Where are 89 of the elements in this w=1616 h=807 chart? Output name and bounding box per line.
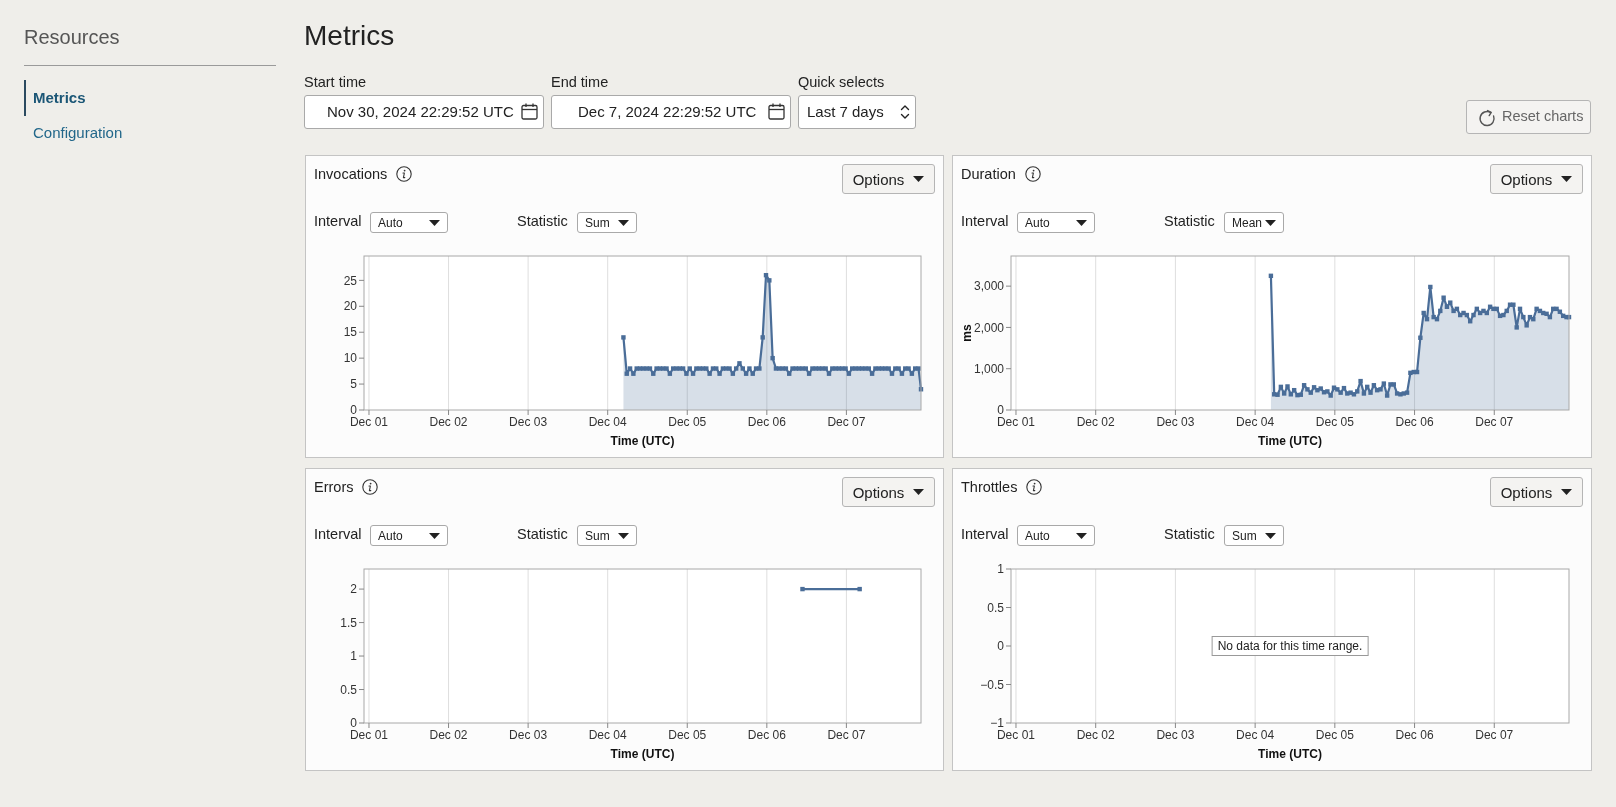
- text: End time: [551, 74, 609, 92]
- x-tick-label: Dec 02: [1076, 728, 1116, 742]
- y-tick-label: 1,000: [973, 361, 1005, 376]
- x-tick-label: Dec 01: [996, 728, 1036, 742]
- x-tick-label: Dec 07: [1475, 415, 1514, 429]
- start-time-field[interactable]: Nov 30, 2024 22:29:52 UTC: [304, 95, 544, 129]
- y-tick-label: 20: [343, 299, 358, 314]
- options-button[interactable]: Options: [842, 164, 935, 194]
- text: Interval: [961, 213, 1009, 231]
- x-tick-label: Dec 03: [1156, 728, 1195, 742]
- x-tick-label: Dec 06: [747, 415, 787, 429]
- y-tick-label: 1.5: [340, 615, 358, 630]
- y-tick-label: 0: [350, 716, 358, 731]
- x-tick-label: Dec 03: [509, 728, 548, 742]
- x-axis-title: Time (UTC): [610, 434, 675, 448]
- x-tick-label: Dec 05: [668, 728, 707, 742]
- interval-dropdown[interactable]: Auto: [370, 525, 448, 546]
- text: Interval: [961, 526, 1009, 544]
- y-tick-label: 3,000: [973, 279, 1005, 294]
- statistic-dropdown[interactable]: Sum: [1224, 525, 1284, 546]
- chart-title: Invocations: [314, 166, 388, 182]
- x-tick-label: Dec 07: [827, 415, 866, 429]
- y-tick-label: 5: [350, 377, 358, 392]
- x-tick-label: Dec 07: [827, 728, 866, 742]
- x-tick-label: Dec 06: [1395, 728, 1434, 742]
- x-axis-title: Time (UTC): [1258, 747, 1322, 761]
- text: Statistic: [517, 213, 568, 231]
- text: Quick selects: [798, 74, 885, 92]
- y-tick-label: −1: [990, 716, 1005, 731]
- y-tick-label: 0.5: [340, 682, 358, 697]
- annotation: No data for this time range.: [1211, 636, 1369, 656]
- x-tick-label: Dec 04: [1236, 415, 1275, 429]
- y-tick-label: 2,000: [973, 320, 1005, 335]
- text: Metrics: [33, 89, 86, 107]
- text: Interval: [314, 526, 362, 544]
- statistic-dropdown[interactable]: Sum: [577, 212, 637, 233]
- text: Metrics: [304, 19, 395, 53]
- y-tick-label: 15: [343, 325, 358, 340]
- y-tick-label: 2: [350, 582, 358, 597]
- x-tick-label: Dec 06: [1395, 415, 1434, 429]
- x-tick-label: Dec 01: [349, 728, 389, 742]
- y-tick-label: 1: [997, 562, 1005, 577]
- y-tick-label: 0: [350, 403, 358, 418]
- chart-title: Duration: [961, 166, 1016, 182]
- x-tick-label: Dec 07: [1475, 728, 1514, 742]
- x-tick-label: Dec 04: [588, 415, 628, 429]
- text: Resources: [24, 25, 120, 49]
- text: Configuration: [33, 124, 123, 142]
- y-tick-label: 0.5: [987, 600, 1005, 615]
- y-tick-label: −0.5: [980, 677, 1005, 692]
- y-tick-label: 0: [997, 403, 1005, 418]
- x-tick-label: Dec 01: [349, 415, 389, 429]
- options-button[interactable]: Options: [842, 477, 935, 507]
- chart-title: Throttles: [961, 479, 1018, 495]
- x-tick-label: Dec 03: [509, 415, 548, 429]
- x-tick-label: Dec 04: [588, 728, 628, 742]
- y-tick-label: 25: [343, 273, 358, 288]
- text: Statistic: [517, 526, 568, 544]
- x-tick-label: Dec 04: [1236, 728, 1275, 742]
- interval-dropdown[interactable]: Auto: [1017, 525, 1095, 546]
- reset-button[interactable]: Reset charts: [1466, 100, 1591, 134]
- statistic-dropdown[interactable]: Sum: [577, 525, 637, 546]
- y-tick-label: 10: [343, 351, 358, 366]
- interval-dropdown[interactable]: Auto: [1017, 212, 1095, 233]
- options-button[interactable]: Options: [1490, 477, 1583, 507]
- x-axis-title: Time (UTC): [1258, 434, 1322, 448]
- y-tick-label: 0: [997, 639, 1005, 654]
- x-axis-title: Time (UTC): [610, 747, 675, 761]
- x-tick-label: Dec 01: [996, 415, 1036, 429]
- options-button[interactable]: Options: [1490, 164, 1583, 194]
- x-tick-label: Dec 02: [429, 415, 468, 429]
- chart-title: Errors: [314, 479, 354, 495]
- text: Start time: [304, 74, 367, 92]
- x-tick-label: Dec 05: [1315, 415, 1355, 429]
- text: Statistic: [1164, 213, 1215, 231]
- interval-dropdown[interactable]: Auto: [370, 212, 448, 233]
- x-tick-label: Dec 05: [1315, 728, 1355, 742]
- text: Interval: [314, 213, 362, 231]
- x-tick-label: Dec 03: [1156, 415, 1195, 429]
- quick-select-field[interactable]: Last 7 days: [798, 95, 916, 129]
- x-tick-label: Dec 05: [668, 415, 707, 429]
- x-tick-label: Dec 02: [429, 728, 468, 742]
- text: Statistic: [1164, 526, 1215, 544]
- x-tick-label: Dec 06: [747, 728, 787, 742]
- x-tick-label: Dec 02: [1076, 415, 1116, 429]
- y-tick-label: 1: [350, 649, 358, 664]
- end-time-field[interactable]: Dec 7, 2024 22:29:52 UTC: [551, 95, 791, 129]
- statistic-dropdown[interactable]: Mean: [1224, 212, 1284, 233]
- y-axis-title: ms: [960, 324, 975, 342]
